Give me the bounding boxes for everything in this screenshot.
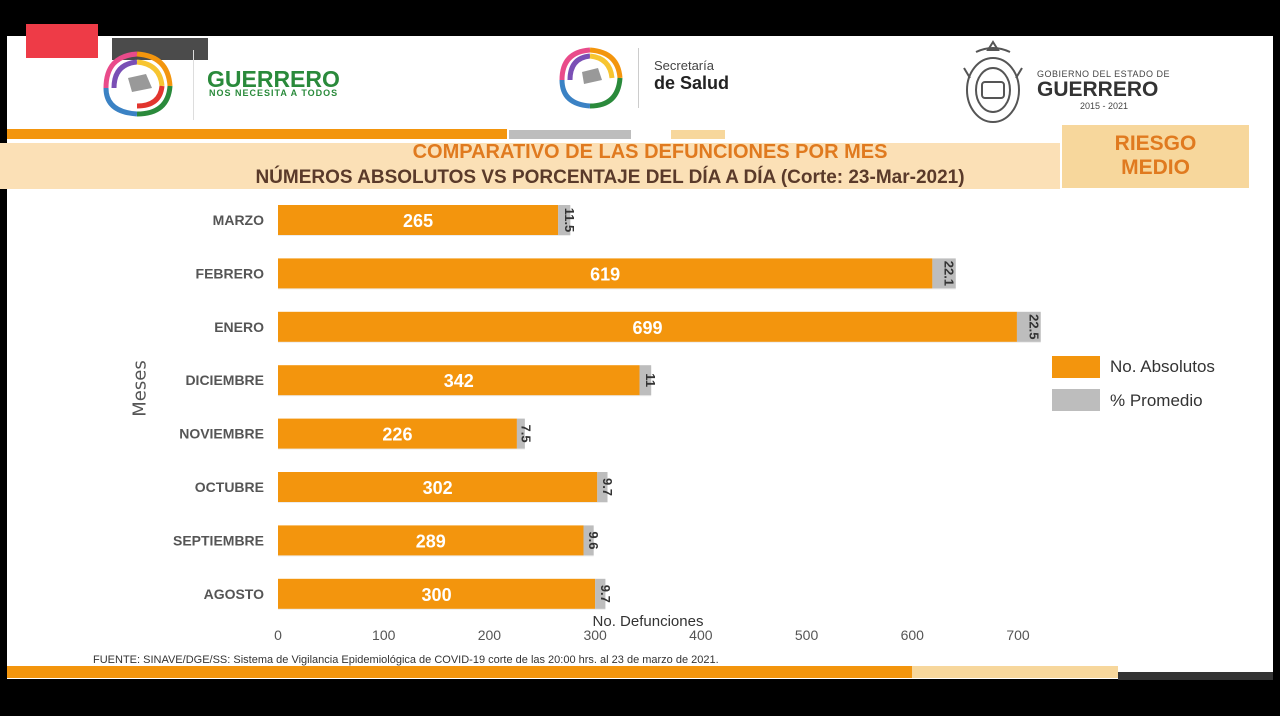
category-label: MARZO bbox=[213, 212, 264, 228]
source-note: FUENTE: SINAVE/DGE/SS: Sistema de Vigila… bbox=[93, 654, 719, 666]
header-strip-light bbox=[671, 130, 725, 139]
left-logo-title: GUERRERO bbox=[207, 66, 340, 92]
value-label-promedio: 9.7 bbox=[600, 478, 615, 496]
value-label-promedio: 11.5 bbox=[562, 208, 577, 233]
value-label-promedio: 7.5 bbox=[518, 425, 533, 443]
state-seal-icon bbox=[963, 40, 1023, 123]
bar-promedio bbox=[639, 365, 652, 396]
category-label: SEPTIEMBRE bbox=[173, 532, 264, 548]
value-label-promedio: 9.7 bbox=[598, 585, 613, 603]
value-label-absolutos: 265 bbox=[403, 211, 433, 231]
chart-title: COMPARATIVO DE LAS DEFUNCIONES POR MES bbox=[412, 141, 888, 163]
risk-label-line1: RIESGO bbox=[1114, 132, 1197, 155]
bar-absolutos bbox=[278, 472, 598, 502]
value-label-absolutos: 699 bbox=[632, 318, 662, 338]
value-label-absolutos: 342 bbox=[444, 371, 474, 391]
right-logo-line2: GUERRERO bbox=[1037, 78, 1159, 101]
right-logo-line1: GOBIERNO DEL ESTADO DE bbox=[1037, 69, 1171, 79]
legend-label-promedio: % Promedio bbox=[1110, 391, 1203, 410]
bar-absolutos bbox=[278, 578, 596, 609]
title-band bbox=[0, 143, 1060, 189]
header-strip-orange bbox=[7, 129, 507, 139]
bar-promedio bbox=[1016, 311, 1041, 342]
value-label-promedio: 9.6 bbox=[586, 531, 601, 549]
bar-promedio bbox=[932, 258, 956, 289]
risk-label-line2: MEDIO bbox=[1121, 156, 1190, 179]
legend-swatch-promedio bbox=[1052, 389, 1100, 411]
bar-promedio bbox=[516, 418, 525, 449]
chart-subtitle: NÚMEROS ABSOLUTOS VS PORCENTAJE DEL DÍA … bbox=[255, 167, 965, 188]
x-tick-label: 400 bbox=[689, 627, 713, 643]
x-axis-label: No. Defunciones bbox=[593, 613, 704, 630]
value-label-absolutos: 289 bbox=[416, 531, 446, 551]
x-tick-label: 0 bbox=[274, 627, 282, 643]
center-logo-line2: de Salud bbox=[654, 73, 730, 93]
bar-absolutos bbox=[278, 205, 559, 235]
divider bbox=[638, 48, 639, 108]
x-tick-label: 100 bbox=[372, 627, 396, 643]
bar-promedio bbox=[595, 578, 606, 609]
bar-promedio bbox=[558, 205, 571, 235]
value-label-absolutos: 226 bbox=[382, 425, 412, 445]
header-strip-gray bbox=[509, 130, 631, 139]
value-label-promedio: 11 bbox=[643, 373, 658, 387]
legend-label-absolutos: No. Absolutos bbox=[1110, 357, 1215, 376]
bar-promedio bbox=[597, 472, 608, 502]
x-tick-label: 200 bbox=[478, 627, 502, 643]
x-tick-label: 600 bbox=[901, 627, 925, 643]
bar-promedio bbox=[583, 525, 594, 556]
footer-strip-orange bbox=[7, 666, 912, 678]
bar-absolutos bbox=[278, 525, 584, 556]
footer-strip-light bbox=[912, 666, 1118, 678]
salud-logo-icon bbox=[559, 47, 623, 109]
value-label-promedio: 22.5 bbox=[1026, 314, 1041, 339]
value-label-absolutos: 619 bbox=[590, 264, 620, 284]
category-label: OCTUBRE bbox=[195, 479, 264, 495]
guerrero-logo-icon bbox=[103, 51, 173, 117]
value-label-promedio: 22.1 bbox=[942, 261, 957, 286]
category-label: AGOSTO bbox=[204, 586, 265, 602]
right-logo-years: 2015 - 2021 bbox=[1080, 101, 1129, 111]
bar-absolutos bbox=[278, 311, 1017, 342]
category-label: ENERO bbox=[214, 319, 264, 335]
divider bbox=[193, 50, 194, 120]
footer-strip-dark bbox=[1118, 672, 1273, 680]
legend-swatch-absolutos bbox=[1052, 356, 1100, 378]
x-tick-label: 300 bbox=[583, 627, 607, 643]
bar-absolutos bbox=[278, 418, 517, 449]
category-label: DICIEMBRE bbox=[185, 372, 264, 388]
category-label: NOVIEMBRE bbox=[179, 426, 264, 442]
redaction-block bbox=[26, 24, 98, 58]
value-label-absolutos: 302 bbox=[423, 478, 453, 498]
risk-badge: RIESGO MEDIO bbox=[1062, 125, 1249, 188]
x-tick-label: 500 bbox=[795, 627, 819, 643]
bar-absolutos bbox=[278, 365, 640, 396]
bar-absolutos bbox=[278, 258, 933, 289]
center-logo-line1: Secretaría bbox=[654, 58, 714, 73]
category-label: FEBRERO bbox=[196, 265, 265, 281]
left-logo-subtitle: NOS NECESITA A TODOS bbox=[209, 88, 339, 98]
x-tick-label: 700 bbox=[1006, 627, 1030, 643]
value-label-absolutos: 300 bbox=[422, 585, 452, 605]
